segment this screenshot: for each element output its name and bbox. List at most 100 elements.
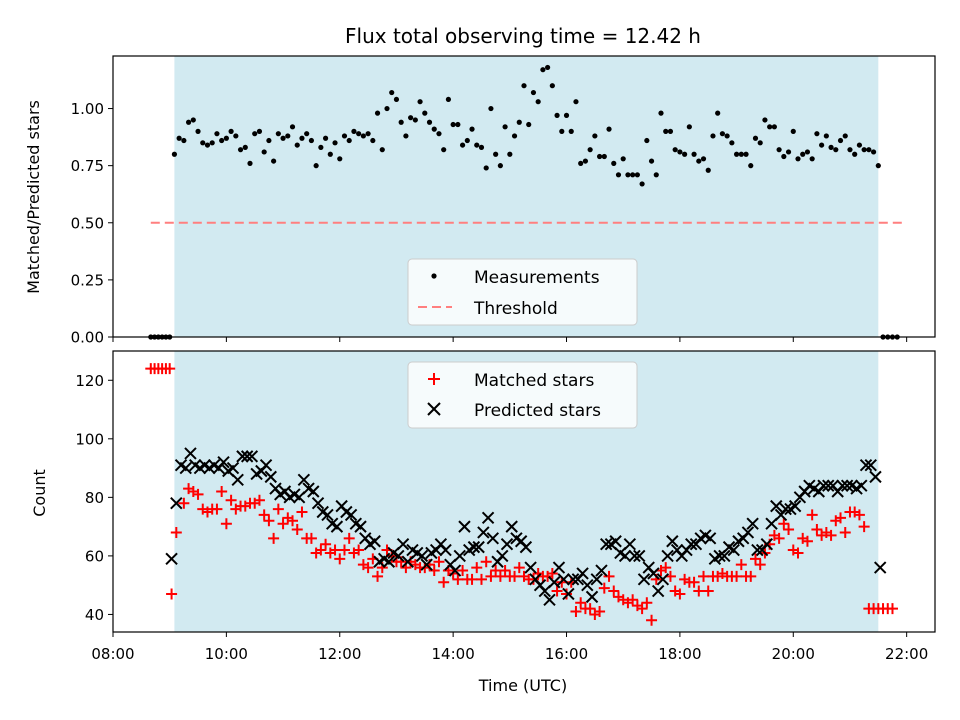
predicted-point bbox=[321, 508, 334, 522]
predicted-point bbox=[836, 479, 849, 492]
measurement-point bbox=[809, 156, 815, 162]
matched-point bbox=[475, 573, 487, 585]
legend-matched-label: Matched stars bbox=[474, 371, 594, 391]
measurement-point bbox=[511, 133, 518, 139]
measurement-point bbox=[596, 153, 603, 160]
measurement-point bbox=[837, 137, 844, 144]
matched-point bbox=[806, 509, 818, 521]
predicted-point bbox=[557, 573, 570, 586]
measurement-point bbox=[752, 135, 759, 141]
predicted-point bbox=[458, 520, 471, 533]
predicted-point bbox=[656, 573, 670, 586]
predicted-point bbox=[330, 520, 344, 533]
top-ytick-label: 0.75 bbox=[71, 157, 104, 175]
matched-point bbox=[268, 532, 280, 544]
top-legend-box bbox=[407, 258, 638, 326]
predicted-point bbox=[165, 552, 178, 566]
predicted-point bbox=[368, 535, 381, 548]
measurement-point bbox=[521, 83, 527, 89]
predicted-point bbox=[595, 564, 608, 577]
measurement-point bbox=[700, 156, 707, 162]
predicted-point bbox=[661, 549, 674, 563]
matched-point bbox=[192, 488, 204, 500]
measurement-point bbox=[374, 110, 381, 116]
matched-point bbox=[674, 588, 686, 600]
top-panel: 0.00 0.25 0.50 0.75 1.00 Matched/Predicted s… bbox=[24, 55, 936, 347]
measurement-point bbox=[478, 144, 485, 150]
measurement-point bbox=[785, 149, 792, 155]
measurement-point bbox=[200, 140, 206, 146]
predicted-point bbox=[609, 535, 622, 548]
measurement-point bbox=[181, 137, 187, 144]
matched-point bbox=[457, 565, 469, 577]
predicted-point bbox=[311, 497, 325, 510]
measurement-point bbox=[847, 147, 853, 153]
predicted-point bbox=[297, 473, 311, 486]
matched-point bbox=[170, 526, 182, 538]
measurement-point bbox=[228, 128, 234, 134]
bot-ytick-label: 40 bbox=[85, 606, 104, 624]
predicted-point bbox=[788, 499, 802, 513]
matched-point bbox=[513, 562, 525, 574]
measurement-point bbox=[795, 156, 801, 162]
bottom-axes-frame bbox=[112, 350, 936, 633]
predicted-point bbox=[618, 549, 632, 563]
measurement-point bbox=[549, 83, 555, 89]
predicted-point bbox=[576, 567, 589, 580]
matched-point bbox=[320, 538, 332, 550]
measurement-point bbox=[833, 147, 839, 153]
measurement-point bbox=[733, 151, 740, 157]
measurement-point bbox=[719, 131, 726, 137]
measurement-point bbox=[280, 135, 286, 141]
xtick-label: 16:00 bbox=[545, 645, 588, 663]
predicted-point bbox=[217, 456, 230, 469]
matched-point bbox=[433, 556, 445, 568]
measurement-point bbox=[408, 115, 414, 121]
predicted-point bbox=[307, 485, 320, 498]
bottom-y-axis-label: Count bbox=[30, 469, 49, 517]
predicted-point bbox=[566, 573, 580, 586]
predicted-point bbox=[245, 450, 259, 463]
predicted-point bbox=[873, 561, 887, 574]
legend-measurements-marker bbox=[431, 273, 437, 279]
xtick-label: 22:00 bbox=[885, 645, 928, 663]
measurement-point bbox=[426, 119, 433, 125]
measurement-point bbox=[686, 124, 692, 130]
top-x-ticks bbox=[112, 337, 908, 342]
bottom-y-ticks: 40 60 80 100 120 bbox=[75, 372, 113, 624]
measurement-point bbox=[459, 142, 466, 148]
predicted-point bbox=[415, 549, 429, 563]
chart-title: Flux total observing time = 12.42 h bbox=[345, 24, 701, 48]
matched-point bbox=[466, 573, 478, 585]
predicted-point bbox=[599, 537, 613, 551]
predicted-point bbox=[855, 479, 868, 492]
measurement-point bbox=[341, 133, 348, 139]
measurement-point bbox=[601, 153, 607, 160]
measurement-point bbox=[219, 137, 225, 144]
measurement-point bbox=[337, 156, 343, 162]
measurement-point bbox=[852, 151, 858, 157]
matched-point bbox=[527, 573, 539, 585]
predicted-point bbox=[703, 532, 717, 545]
measurement-point bbox=[724, 133, 730, 139]
matched-point bbox=[178, 497, 190, 509]
matched-point bbox=[735, 559, 747, 571]
predicted-point bbox=[170, 497, 183, 510]
measurement-point bbox=[781, 153, 787, 160]
measurement-point bbox=[620, 156, 626, 162]
predicted-point bbox=[448, 564, 462, 577]
measurement-point bbox=[819, 142, 825, 148]
measurement-point bbox=[757, 140, 763, 146]
predicted-point bbox=[727, 543, 740, 557]
measurement-point bbox=[667, 128, 674, 134]
measurement-point bbox=[351, 128, 357, 134]
matched-point bbox=[551, 585, 563, 597]
measurement-point bbox=[204, 142, 211, 148]
predicted-point bbox=[467, 540, 481, 554]
measurement-point bbox=[464, 137, 470, 144]
matched-point bbox=[499, 565, 511, 577]
matched-point bbox=[372, 570, 384, 582]
predicted-point bbox=[585, 590, 599, 604]
legend-threshold-label: Threshold bbox=[473, 299, 558, 319]
measurement-point bbox=[663, 128, 669, 134]
